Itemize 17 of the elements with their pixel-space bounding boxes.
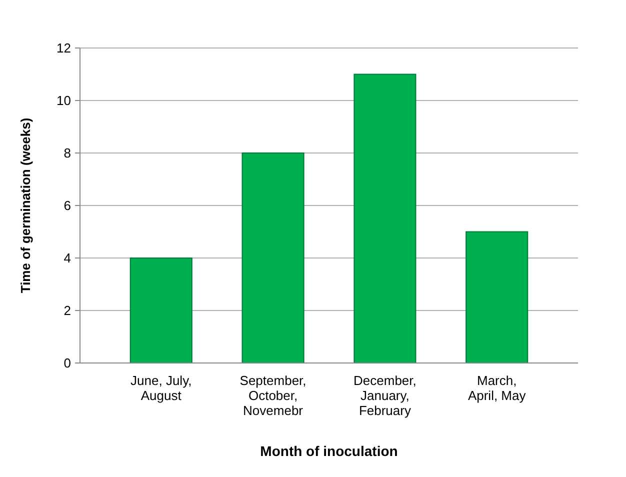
bar	[130, 258, 192, 364]
y-tick-label: 8	[64, 146, 71, 161]
y-tick-label: 12	[56, 40, 71, 56]
x-axis-title: Month of inoculation	[260, 443, 398, 459]
x-tick-label: December, January, February	[354, 373, 416, 418]
bar	[354, 74, 416, 364]
y-axis-title: Time of germination (weeks)	[18, 118, 33, 294]
x-tick-label: March, April, May	[468, 373, 526, 403]
y-tick-label: 4	[64, 250, 71, 266]
bar	[242, 152, 304, 364]
y-tick-label: 2	[64, 303, 71, 318]
x-tick-label: June, July, August	[130, 373, 192, 403]
y-tick-label: 6	[64, 198, 71, 214]
x-tick-label: September, October, Novemebr	[240, 373, 306, 418]
bar	[466, 231, 528, 364]
y-tick-label: 0	[64, 356, 71, 371]
y-tick-label: 10	[56, 93, 71, 108]
